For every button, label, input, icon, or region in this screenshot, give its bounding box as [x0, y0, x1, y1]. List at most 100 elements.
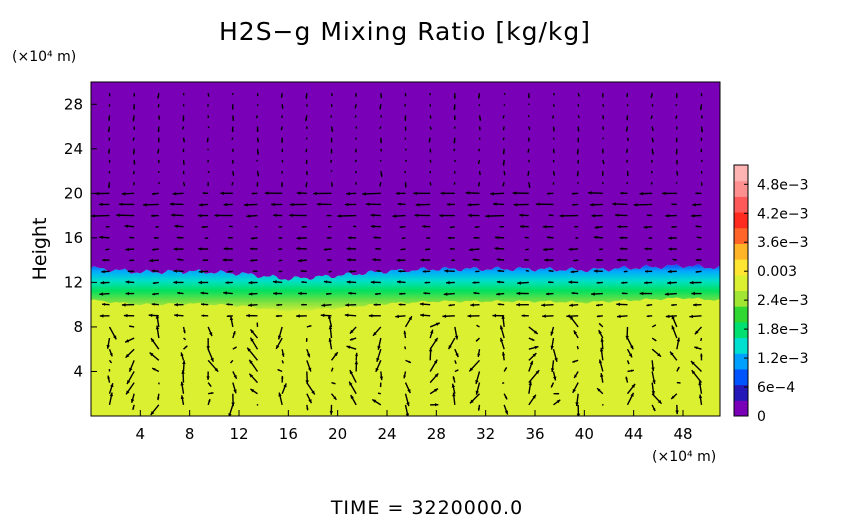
velocity-arrow [528, 394, 537, 406]
velocity-arrow [248, 280, 258, 285]
velocity-arrow [478, 126, 481, 131]
velocity-arrow [419, 302, 431, 306]
velocity-arrow [670, 393, 678, 400]
velocity-arrow [596, 315, 603, 318]
velocity-arrow [379, 104, 382, 110]
colorbar-label: 4.8e−3 [757, 177, 809, 193]
velocity-arrow [553, 392, 560, 395]
velocity-arrow [108, 359, 113, 364]
velocity-arrow [625, 148, 629, 154]
velocity-arrow [176, 236, 184, 239]
velocity-arrow [429, 93, 431, 96]
velocity-arrow [398, 303, 406, 306]
velocity-arrow [305, 371, 309, 385]
velocity-arrow [281, 360, 284, 364]
velocity-arrow [326, 236, 332, 239]
velocity-arrow [643, 225, 653, 229]
velocity-arrow [577, 115, 580, 119]
velocity-arrow [222, 258, 233, 262]
velocity-arrow [669, 351, 678, 361]
velocity-arrow [619, 236, 628, 240]
velocity-arrow [321, 303, 332, 307]
velocity-arrow [129, 259, 135, 262]
velocity-arrow [101, 270, 110, 274]
velocity-arrow [676, 337, 681, 350]
velocity-arrow [552, 170, 556, 176]
velocity-arrow [377, 337, 382, 350]
velocity-arrow [472, 281, 480, 284]
velocity-arrow [306, 104, 308, 107]
velocity-arrow [573, 259, 579, 262]
velocity-arrow [591, 213, 603, 218]
velocity-arrow [513, 202, 529, 207]
velocity-arrow [276, 303, 283, 307]
velocity-arrow [323, 247, 332, 251]
velocity-arrow [675, 148, 678, 155]
velocity-arrow [305, 338, 308, 342]
velocity-arrow [289, 213, 307, 218]
velocity-arrow [525, 248, 530, 251]
velocity-arrow [396, 258, 406, 263]
velocity-arrow [305, 148, 308, 153]
velocity-arrow [208, 392, 214, 395]
velocity-arrow [550, 382, 555, 388]
velocity-arrow [552, 137, 555, 140]
velocity-arrow [207, 359, 219, 373]
velocity-arrow [355, 93, 357, 97]
velocity-arrow [566, 314, 579, 318]
velocity-arrow [665, 314, 677, 319]
velocity-arrow [248, 359, 259, 372]
velocity-arrow [331, 381, 336, 385]
x-tick-label: 32 [476, 425, 495, 443]
x-tick-label: 44 [624, 425, 643, 443]
velocity-arrow [696, 248, 702, 251]
velocity-arrow [227, 270, 233, 273]
velocity-arrow [528, 352, 537, 361]
colorbar-label: 6e−4 [757, 380, 795, 396]
velocity-arrow [478, 137, 481, 140]
velocity-arrow [305, 115, 308, 122]
velocity-arrow [577, 92, 580, 97]
velocity-arrow [370, 280, 381, 284]
velocity-arrow [157, 104, 160, 108]
velocity-arrow [281, 115, 283, 118]
velocity-arrow [519, 224, 529, 229]
velocity-arrow [108, 171, 111, 174]
velocity-arrow [296, 191, 307, 195]
y-tick-label: 16 [64, 229, 83, 247]
velocity-arrow [345, 303, 357, 307]
velocity-arrow [577, 126, 580, 132]
velocity-arrow [379, 137, 383, 144]
velocity-arrow [330, 170, 333, 172]
velocity-arrow [651, 337, 657, 342]
velocity-arrow [152, 248, 159, 251]
velocity-arrow [326, 214, 332, 217]
velocity-arrow [574, 225, 579, 228]
velocity-arrow [451, 259, 455, 262]
velocity-arrow [300, 269, 307, 273]
velocity-arrow [528, 182, 531, 188]
velocity-arrow [651, 404, 656, 412]
velocity-arrow [250, 388, 258, 395]
velocity-arrow [573, 330, 579, 339]
velocity-arrow [404, 137, 407, 140]
velocity-arrow [379, 159, 382, 162]
velocity-arrow [228, 404, 234, 416]
velocity-arrow [470, 303, 480, 307]
velocity-arrow [228, 225, 233, 228]
x-tick-label: 16 [279, 425, 298, 443]
velocity-arrow [376, 270, 381, 272]
velocity-vectors [91, 92, 704, 416]
velocity-arrow [612, 202, 628, 206]
colorbar-swatch [734, 368, 748, 386]
velocity-arrow [102, 302, 110, 306]
velocity-arrow [429, 329, 434, 339]
velocity-arrow [229, 359, 234, 364]
velocity-arrow [668, 247, 677, 251]
velocity-arrow [201, 314, 209, 317]
velocity-arrow [377, 392, 381, 395]
velocity-arrow [478, 170, 481, 176]
velocity-arrow [306, 324, 312, 328]
velocity-arrow [429, 359, 438, 372]
velocity-arrow [671, 303, 677, 307]
